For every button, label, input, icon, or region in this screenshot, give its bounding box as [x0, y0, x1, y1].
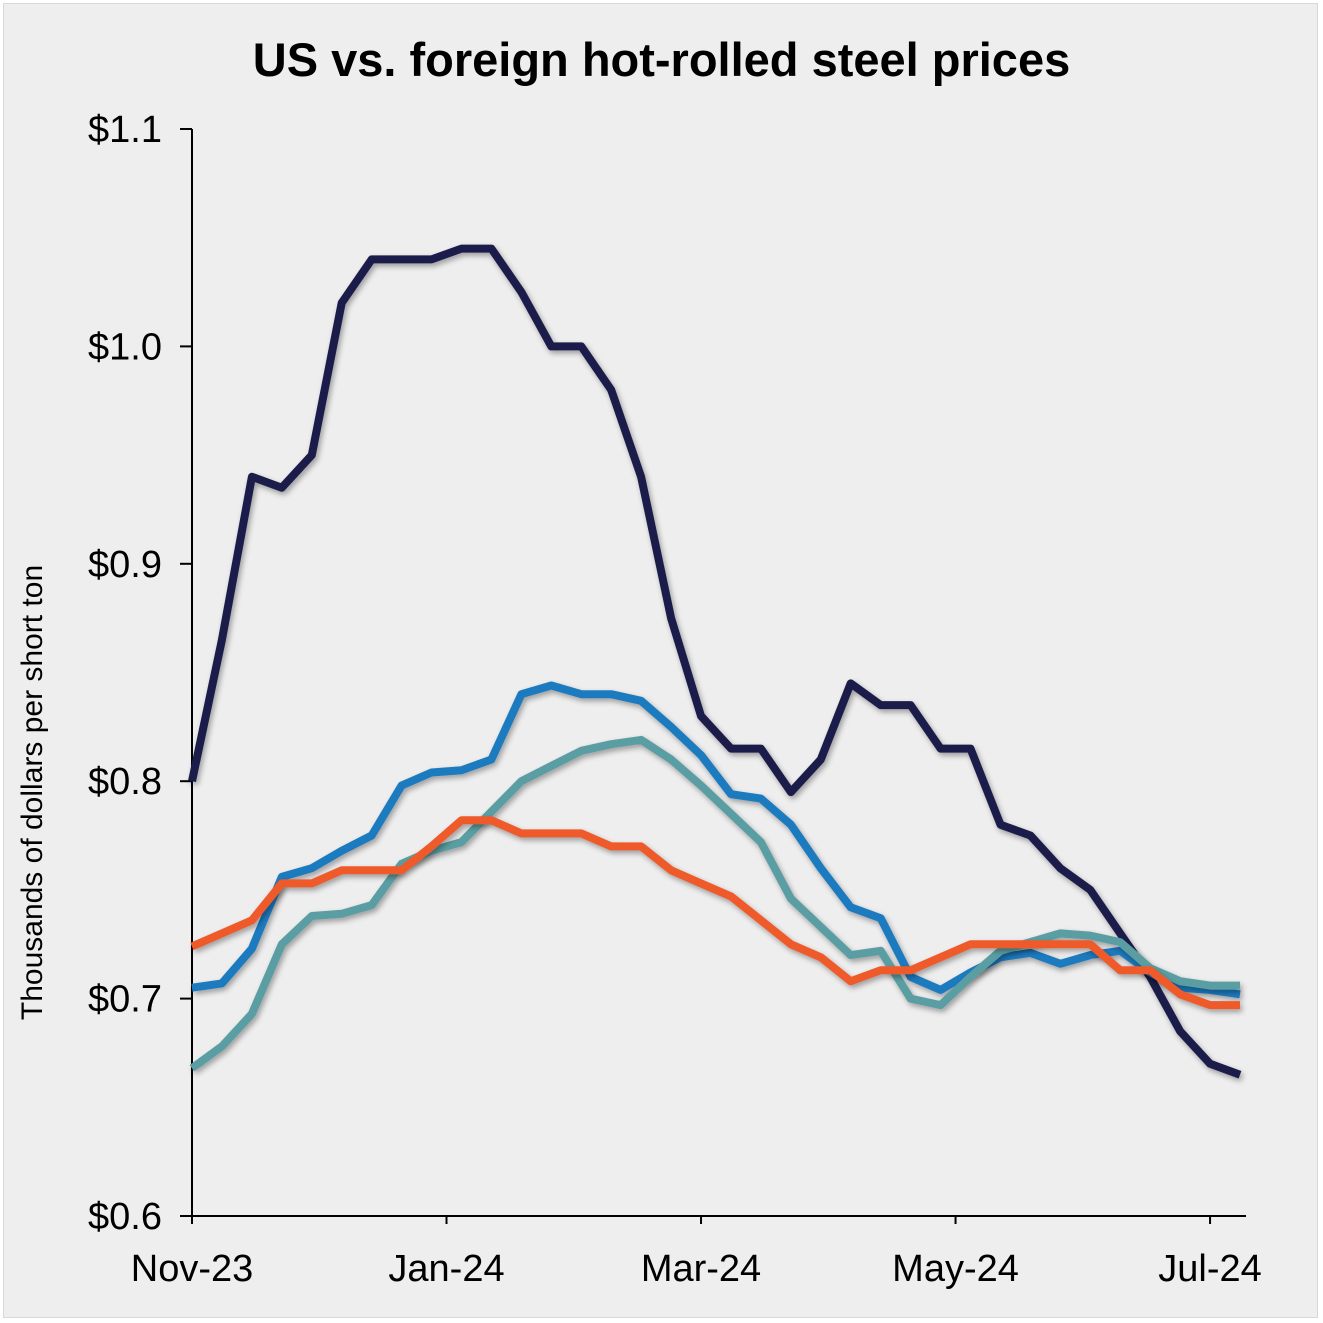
y-axis-title: Thousands of dollars per short ton [16, 565, 49, 1020]
y-tick-label: $0.7 [88, 979, 162, 1021]
x-tick-label: Mar-24 [641, 1248, 761, 1290]
axes: $1.1 $1.0 $0.9 $0.8 $0.7 $0.6 Nov-23 Jan-24 Mar-… [88, 109, 1262, 1290]
series-line-4 [190, 816, 1240, 1010]
y-tick-label: $1.1 [88, 109, 162, 151]
y-tick-label: $1.0 [88, 326, 162, 368]
y-tick-label: $0.8 [88, 761, 162, 803]
x-tick-label: Nov-23 [131, 1248, 254, 1290]
x-tick-label: Jan-24 [388, 1248, 504, 1290]
y-tick-label: $0.9 [88, 544, 162, 586]
x-tick-label: May-24 [892, 1248, 1019, 1290]
chart-background [3, 3, 1318, 1318]
series-line-3 [189, 735, 1240, 1072]
series-line-2 [191, 681, 1241, 999]
series-line-1 [188, 244, 1242, 1079]
chart-title: US vs. foreign hot-rolled steel prices [252, 33, 1071, 86]
series-group [188, 244, 1242, 1079]
x-tick-label: Jul-24 [1158, 1248, 1262, 1290]
y-tick-label: $0.6 [88, 1196, 162, 1238]
